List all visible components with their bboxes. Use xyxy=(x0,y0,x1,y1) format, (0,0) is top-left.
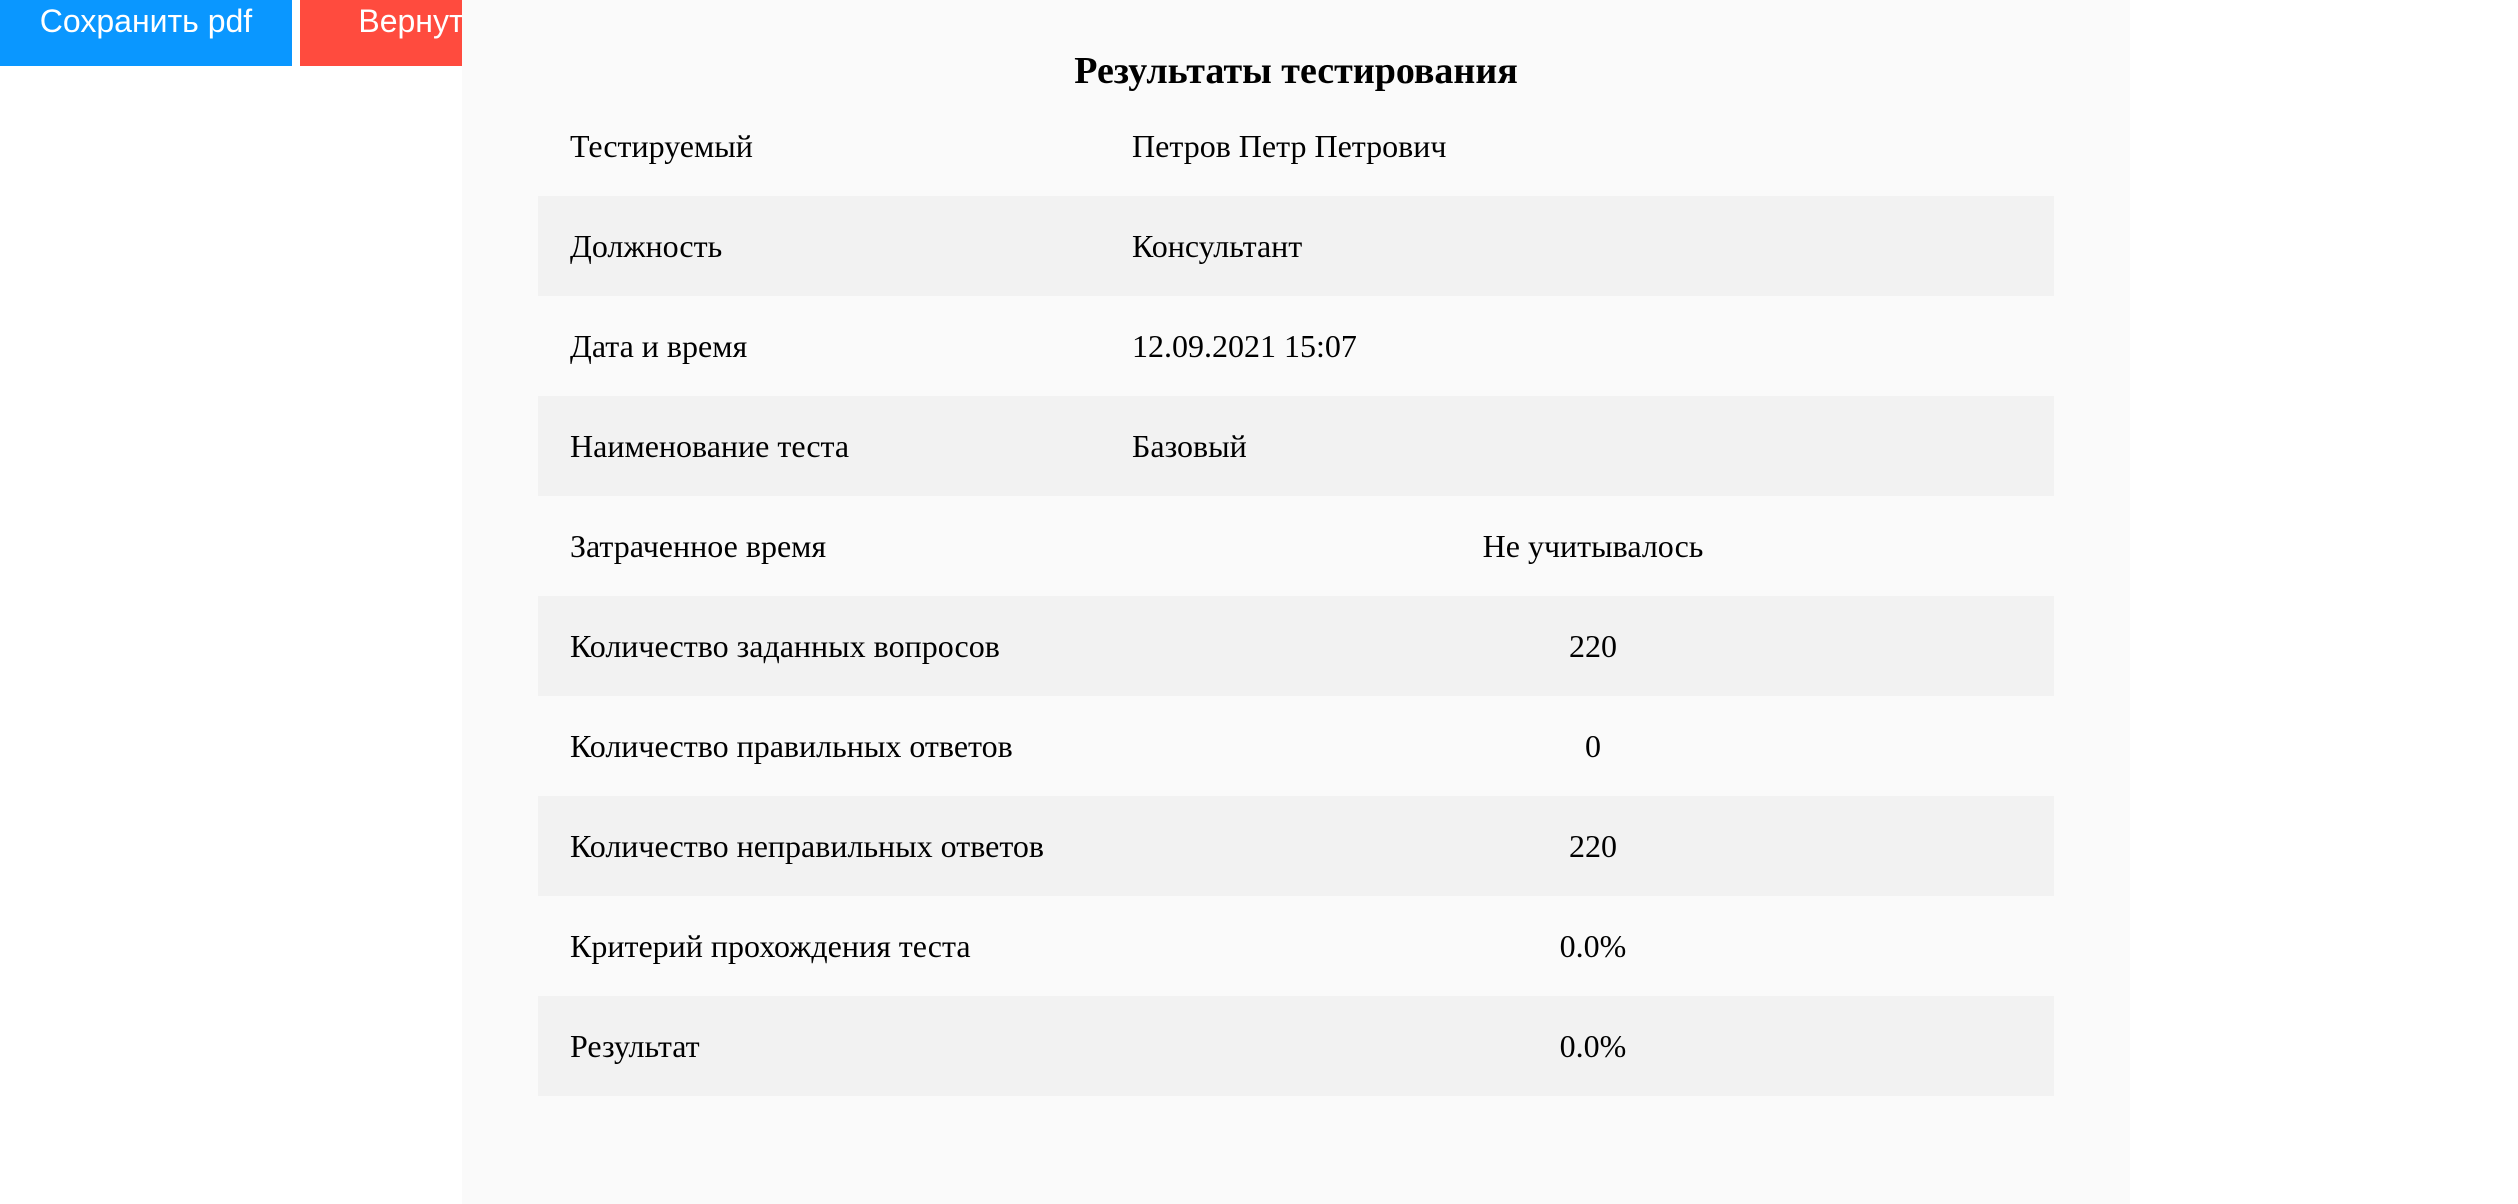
row-label: Количество неправильных ответов xyxy=(570,827,1045,864)
page-title: Результаты тестирования xyxy=(1074,50,1518,92)
table-row-result: Результат 0.0% xyxy=(538,996,2054,1096)
results-table: Тестируемый Петров Петр Петрович Должнос… xyxy=(538,96,2054,1096)
table-row-position: Должность Консультант xyxy=(538,196,2054,296)
row-value: 0.0% xyxy=(1559,927,1627,964)
row-label: Затраченное время xyxy=(570,527,827,564)
row-value: 0 xyxy=(1585,727,1601,764)
row-value: 220 xyxy=(1569,627,1617,664)
table-row-test-name: Наименование теста Базовый xyxy=(538,396,2054,496)
row-value: 220 xyxy=(1569,827,1617,864)
table-row-incorrect-answers: Количество неправильных ответов 220 xyxy=(538,796,2054,896)
table-row-correct-answers: Количество правильных ответов 0 xyxy=(538,696,2054,796)
save-pdf-button-label: Сохранить pdf xyxy=(39,3,253,39)
row-label: Критерий прохождения теста xyxy=(570,927,971,964)
row-value: Петров Петр Петрович xyxy=(1132,127,1447,164)
row-value: Консультант xyxy=(1132,227,1303,264)
table-row-tested-person: Тестируемый Петров Петр Петрович xyxy=(538,96,2054,196)
row-label: Должность xyxy=(570,227,723,264)
row-value: Базовый xyxy=(1132,427,1247,464)
results-panel: Результаты тестирования Тестируемый Петр… xyxy=(462,0,2130,1204)
row-label: Количество заданных вопросов xyxy=(570,627,1000,664)
row-label: Дата и время xyxy=(570,327,748,364)
row-label: Результат xyxy=(570,1027,700,1064)
row-value: 12.09.2021 15:07 xyxy=(1132,327,1357,364)
row-label: Тестируемый xyxy=(570,127,753,164)
table-row-pass-criterion: Критерий прохождения теста 0.0% xyxy=(538,896,2054,996)
save-pdf-button[interactable]: Сохранить pdf xyxy=(0,0,292,66)
row-label: Количество правильных ответов xyxy=(570,727,1013,764)
table-row-date-time: Дата и время 12.09.2021 15:07 xyxy=(538,296,2054,396)
row-value: Не учитывалось xyxy=(1482,527,1704,564)
table-row-time-spent: Затраченное время Не учитывалось xyxy=(538,496,2054,596)
table-row-questions-asked: Количество заданных вопросов 220 xyxy=(538,596,2054,696)
row-label: Наименование теста xyxy=(570,427,850,464)
row-value: 0.0% xyxy=(1559,1027,1627,1064)
